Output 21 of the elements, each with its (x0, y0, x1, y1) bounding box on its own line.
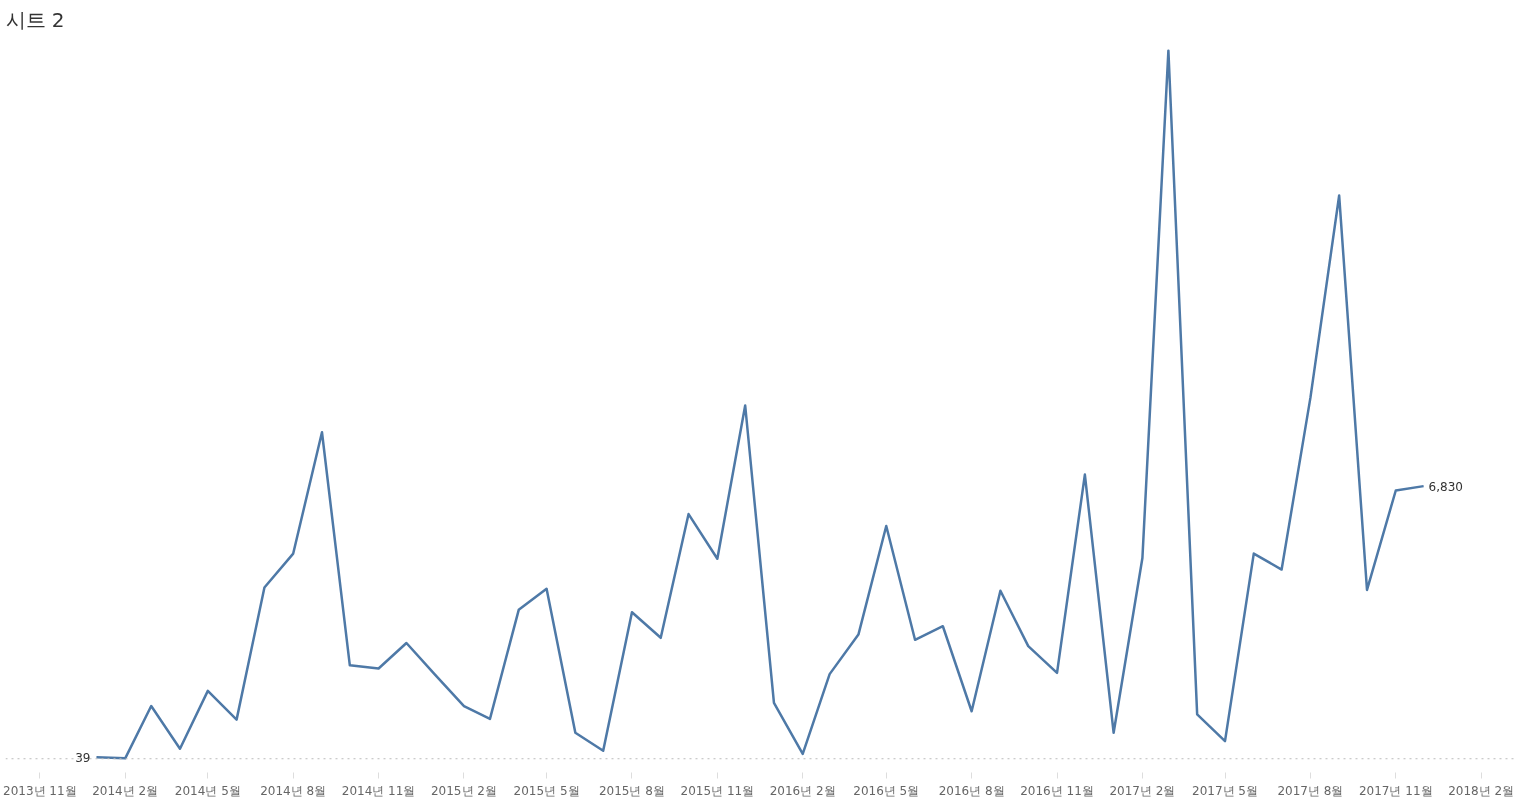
x-tick-label: 2018년 2월 (1448, 783, 1515, 798)
data-label: 39 (75, 750, 91, 765)
x-tick-label: 2013년 11월 (3, 783, 77, 798)
x-tick-label: 2015년 8월 (598, 783, 665, 798)
chart-title: 시트 2 (5, 7, 65, 32)
x-tick-label: 2014년 11월 (341, 783, 416, 798)
x-tick-label: 2016년 2월 (769, 783, 836, 798)
x-tick-label: 2015년 5월 (513, 783, 580, 798)
x-tick-label: 2015년 2월 (430, 783, 497, 798)
x-tick-label: 2014년 2월 (92, 783, 159, 798)
x-tick-label: 2017년 8월 (1277, 783, 1344, 798)
x-tick-label: 2017년 5월 (1192, 783, 1259, 798)
x-tick-label: 2015년 11월 (680, 783, 755, 798)
x-tick-label: 2017년 11월 (1358, 783, 1433, 798)
x-tick-label: 2016년 8월 (938, 783, 1005, 798)
x-tick-label: 2017년 2월 (1109, 783, 1176, 798)
x-tick-label: 2016년 11월 (1020, 783, 1094, 798)
x-tick-label: 2014년 8월 (260, 783, 327, 798)
x-tick-label: 2016년 5월 (853, 783, 920, 798)
x-tick-label: 2014년 5월 (174, 783, 241, 798)
data-label: 6,830 (1428, 479, 1463, 494)
